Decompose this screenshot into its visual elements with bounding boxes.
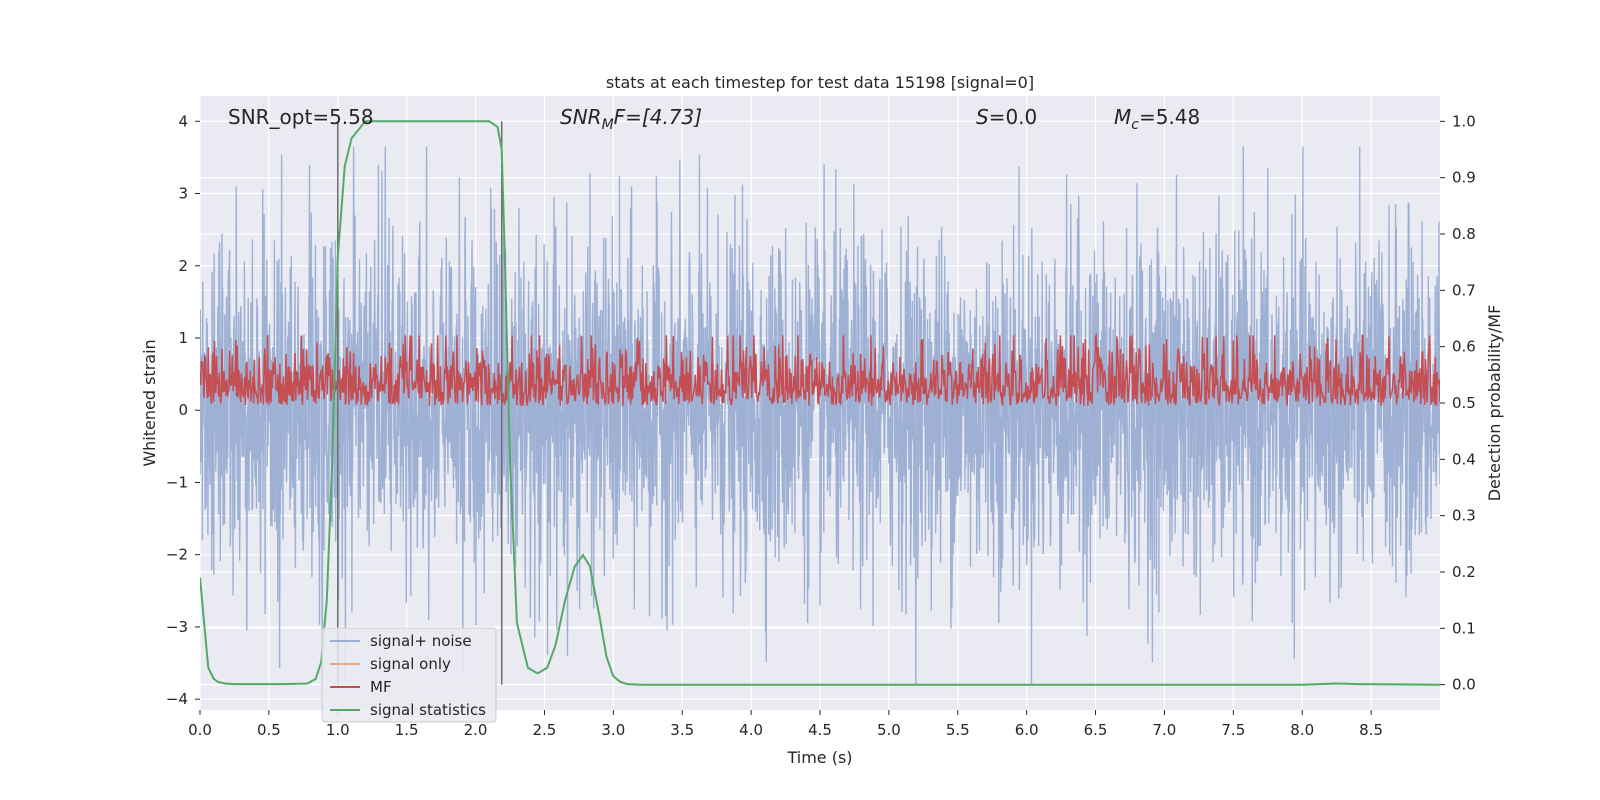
y-axis-title: Whitened strain	[140, 339, 159, 466]
y2-tick-label: 0.9	[1452, 169, 1476, 187]
annotation-snr-mf-sub: M	[602, 117, 614, 133]
x-tick-label: 8.0	[1290, 721, 1314, 739]
legend-label-signal-noise: signal+ noise	[370, 632, 472, 650]
legend-label-signal-only: signal only	[370, 655, 451, 673]
y2-axis-title: Detection probability/MF	[1485, 305, 1504, 502]
y2-tick-label: 0.8	[1452, 225, 1476, 243]
y-tick-label: 3	[178, 185, 188, 203]
x-axis-title: Time (s)	[786, 748, 852, 767]
x-tick-label: 3.0	[601, 721, 625, 739]
x-tick-label: 4.5	[808, 721, 832, 739]
legend-label-signal-statistics: signal statistics	[370, 701, 486, 719]
y2-tick-label: 0.7	[1452, 281, 1476, 299]
y-tick-label: −3	[166, 618, 188, 636]
x-tick-label: 2.0	[464, 721, 488, 739]
annotation-snr-opt: SNR_opt=5.58	[228, 105, 374, 129]
series-mf-line	[200, 332, 1440, 408]
annotation-s-rest: =0.0	[989, 105, 1038, 129]
legend-box	[321, 627, 497, 723]
x-tick-label: 0.5	[257, 721, 281, 739]
y-tick-label: 4	[178, 112, 188, 130]
x-tick-label: 1.0	[326, 721, 350, 739]
annotation-snr-mf-main: SNR	[560, 105, 602, 129]
annotation-snr-mf: SNRMF=[4.73]	[560, 105, 702, 133]
legend-label-mf: MF	[370, 678, 392, 696]
data-layer	[200, 120, 1440, 686]
x-tick-label: 7.0	[1153, 721, 1177, 739]
chart-title: stats at each timestep for test data 151…	[606, 73, 1034, 92]
y-tick-label: 1	[178, 329, 188, 347]
y-tick-label: −2	[166, 546, 188, 564]
y2-tick-label: 0.6	[1452, 338, 1476, 356]
x-tick-label: 4.0	[739, 721, 763, 739]
y2-tick-label: 0.0	[1452, 676, 1476, 694]
y2-tick-label: 1.0	[1452, 112, 1476, 130]
x-tick-label: 2.5	[533, 721, 557, 739]
x-tick-label: 6.0	[1015, 721, 1039, 739]
annotation-mc: Mc=5.48	[1114, 105, 1200, 133]
x-tick-label: 7.5	[1221, 721, 1245, 739]
y-tick-label: −4	[166, 690, 188, 708]
legend: signal+ noise signal only MF signal stat…	[321, 627, 497, 723]
y2-tick-label: 0.5	[1452, 394, 1476, 412]
annotation-snr-mf-rest: F=[4.73]	[614, 105, 702, 129]
annotation-mc-sub: c	[1131, 117, 1139, 133]
y-tick-label: 2	[178, 257, 188, 275]
y2-tick-label: 0.1	[1452, 619, 1476, 637]
x-tick-label: 5.5	[946, 721, 970, 739]
x-tick-label: 3.5	[670, 721, 694, 739]
x-tick-label: 1.5	[395, 721, 419, 739]
annotation-mc-rest: =5.48	[1139, 105, 1200, 129]
annotation-s-main: S	[976, 105, 989, 129]
y-tick-label: 0	[178, 401, 188, 419]
y2-tick-label: 0.4	[1452, 450, 1476, 468]
x-tick-label: 8.5	[1359, 721, 1383, 739]
annotation-mc-main: M	[1114, 105, 1131, 129]
x-tick-label: 0.0	[188, 721, 212, 739]
x-tick-label: 6.5	[1084, 721, 1108, 739]
x-tick-label: 5.0	[877, 721, 901, 739]
annotation-s: S=0.0	[976, 105, 1037, 129]
series-signal-statistics-line	[200, 120, 1440, 686]
ticks: 0.0 0.5 1.0 1.5 2.0 2.5 3.0 3.5 4.0 4.5 5.0 5.5 6.0 6…	[166, 112, 1476, 739]
y-tick-label: −1	[166, 473, 188, 491]
y2-tick-label: 0.2	[1452, 563, 1476, 581]
y2-tick-label: 0.3	[1452, 507, 1476, 525]
